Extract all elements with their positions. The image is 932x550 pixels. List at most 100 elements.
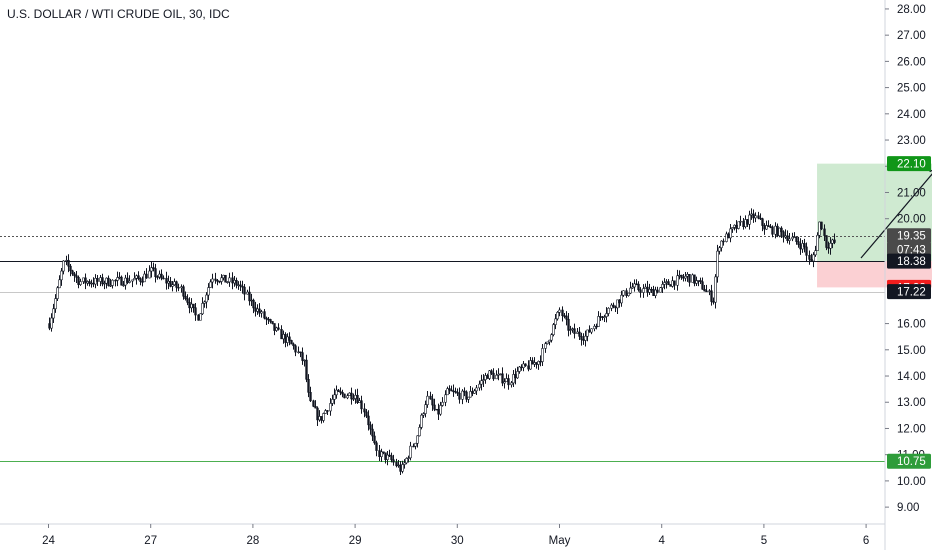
- candle-body: [788, 238, 791, 241]
- candle-body: [769, 226, 772, 228]
- candle-body: [180, 286, 183, 289]
- candle-body: [544, 343, 547, 349]
- candle-body: [663, 282, 666, 285]
- x-axis-ticks[interactable]: 24 27 28 29 30 May 4 5 6: [42, 524, 869, 547]
- candle-body: [101, 277, 104, 285]
- candle: [239, 280, 242, 292]
- candle-body: [727, 233, 730, 239]
- candle-body: [282, 334, 285, 340]
- candle-body: [233, 280, 236, 284]
- candle: [277, 323, 280, 331]
- candle: [488, 370, 491, 381]
- candle-body: [60, 270, 63, 281]
- candle: [465, 390, 468, 403]
- candle: [629, 281, 632, 295]
- candle-body: [314, 406, 317, 409]
- candle-body: [782, 231, 785, 238]
- candle: [550, 333, 553, 343]
- candle: [341, 389, 344, 398]
- candle-body: [284, 334, 287, 343]
- candle: [420, 413, 423, 430]
- candle: [69, 263, 72, 277]
- candle-body: [533, 362, 536, 365]
- candle-body: [337, 389, 340, 392]
- candle: [160, 269, 163, 281]
- candle-body: [367, 415, 370, 426]
- candle-body: [546, 341, 549, 344]
- candle-body: [182, 286, 185, 297]
- candle-body: [627, 292, 630, 296]
- candle: [729, 224, 732, 243]
- candle: [701, 277, 704, 290]
- y-axis-ticks[interactable]: 28.0027.0026.0025.0024.0023.0022.0021.00…: [885, 4, 926, 514]
- candle-body: [748, 214, 751, 225]
- candle-body: [107, 277, 110, 286]
- candle-body: [352, 398, 355, 400]
- candle: [593, 324, 596, 332]
- candle: [631, 282, 634, 289]
- candle-body: [699, 280, 702, 283]
- arrow-line[interactable]: [860, 168, 932, 259]
- candle-body: [801, 243, 804, 250]
- candle-body: [373, 435, 376, 444]
- candle-body: [552, 324, 555, 336]
- candle: [710, 284, 713, 306]
- candle: [258, 303, 261, 317]
- candle-body: [576, 331, 579, 334]
- candle-body: [224, 274, 227, 283]
- candle: [541, 344, 544, 367]
- candle: [441, 397, 444, 407]
- candle-body: [52, 308, 55, 319]
- candle-body: [431, 398, 434, 406]
- candle-body: [288, 336, 291, 341]
- candle-body: [399, 464, 402, 472]
- candle-body: [188, 302, 191, 309]
- candle-body: [731, 227, 734, 230]
- candle-body: [456, 391, 459, 394]
- candle: [639, 287, 642, 298]
- candle-body: [99, 277, 102, 282]
- candle: [209, 279, 212, 288]
- candle: [537, 360, 540, 370]
- candle: [556, 311, 559, 321]
- candle: [329, 398, 332, 416]
- candle-body: [141, 281, 144, 283]
- candle: [552, 323, 555, 337]
- candle: [431, 394, 434, 411]
- candle: [88, 279, 91, 287]
- candle: [62, 260, 65, 275]
- candle-body: [139, 278, 142, 282]
- candle-body: [424, 404, 427, 414]
- candle: [299, 351, 302, 358]
- candle: [544, 341, 547, 353]
- candle-body: [75, 275, 78, 278]
- candle-body: [435, 408, 438, 411]
- candle-body: [582, 339, 585, 341]
- candle-body: [718, 247, 721, 252]
- candle-body: [363, 408, 366, 413]
- candle: [75, 270, 78, 284]
- candle: [128, 275, 131, 284]
- candle: [780, 226, 783, 239]
- candle-body: [733, 224, 736, 228]
- candle: [182, 284, 185, 300]
- candle-body: [246, 291, 249, 295]
- candle-body: [814, 250, 817, 256]
- candle-body: [109, 285, 112, 287]
- candle-body: [94, 277, 97, 285]
- candle: [235, 277, 238, 289]
- candle-body: [433, 404, 436, 410]
- candle: [667, 279, 670, 286]
- candle-body: [505, 378, 508, 382]
- candle-body: [522, 363, 525, 368]
- candle: [786, 230, 789, 244]
- candle-body: [154, 268, 157, 278]
- candle-body: [309, 392, 312, 402]
- candle: [731, 226, 734, 233]
- candle-body: [405, 458, 408, 464]
- candle: [627, 292, 630, 297]
- candle-body: [720, 240, 723, 249]
- candle-body: [320, 416, 323, 421]
